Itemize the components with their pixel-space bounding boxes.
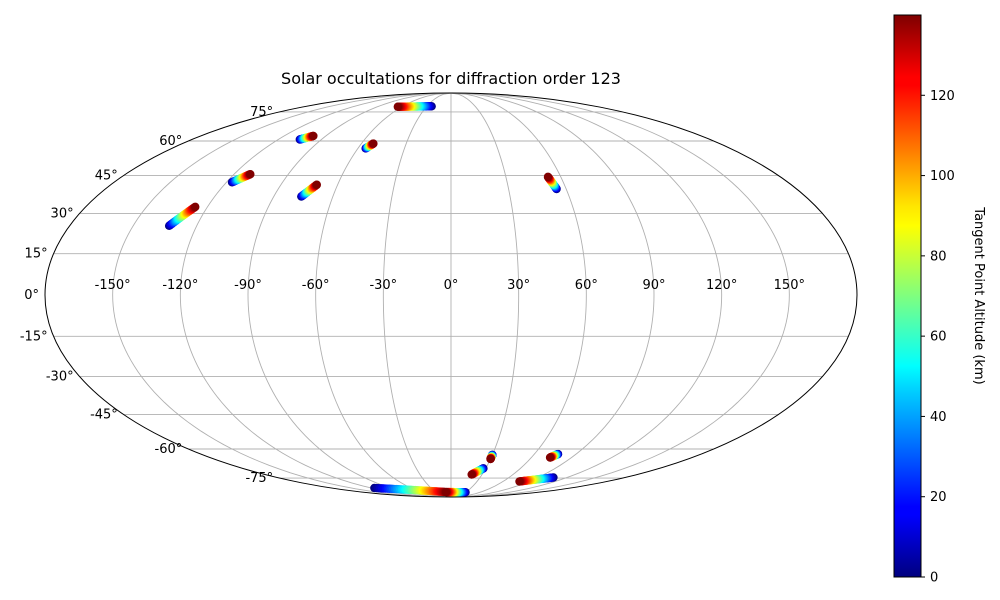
chart-title: Solar occultations for diffraction order…: [281, 69, 621, 88]
colorbar-tick-label: 100: [930, 169, 955, 184]
meridian-line: [315, 93, 452, 497]
data-point: [309, 131, 318, 141]
occultation-track: [227, 169, 255, 187]
colorbar-tick-label: 40: [930, 410, 947, 425]
occultation-track: [467, 464, 488, 479]
data-point: [545, 453, 555, 462]
meridian-line: [450, 93, 723, 497]
data-point: [441, 487, 451, 497]
data-point: [515, 477, 524, 486]
lat-tick-label: 15°: [25, 247, 48, 262]
lat-tick-label: 60°: [159, 134, 182, 149]
colorbar-tick-label: 60: [930, 330, 947, 345]
occultation-tracks: [164, 102, 563, 497]
occultation-track: [543, 172, 561, 194]
lat-tick-label: -75°: [245, 471, 273, 486]
lon-tick-label: 120°: [706, 278, 737, 293]
data-point: [467, 470, 476, 479]
meridian-line: [112, 93, 452, 497]
colorbar-tick-label: 120: [930, 89, 955, 104]
map-grid: [53, 93, 849, 497]
data-point: [543, 172, 553, 182]
lon-tick-label: 30°: [507, 278, 530, 293]
meridian-line: [382, 93, 452, 497]
lat-tick-label: -30°: [46, 370, 74, 385]
occultation-track: [295, 131, 318, 144]
occultation-track: [441, 487, 470, 497]
occultation-track: [515, 473, 558, 486]
occultation-track: [393, 102, 436, 111]
lon-tick-label: -60°: [302, 278, 330, 293]
colorbar-label: Tangent Point Altitude (km): [971, 206, 986, 384]
lat-tick-label: -15°: [20, 329, 48, 344]
data-point: [191, 202, 200, 212]
lat-tick-label: 30°: [51, 206, 74, 221]
colorbar-tick-label: 0: [930, 571, 938, 586]
latitude-tick-labels: -75° -60° -45° -30° -15° 0° 15° 30° 45° 60° 75°: [20, 105, 273, 486]
lat-tick-label: -60°: [155, 442, 183, 457]
data-point: [486, 454, 495, 464]
meridian-line: [179, 93, 452, 497]
lon-tick-label: 90°: [642, 278, 665, 293]
lon-tick-label: 150°: [774, 278, 805, 293]
lat-tick-label: 45°: [95, 168, 118, 183]
occultation-track: [370, 483, 451, 497]
colorbar-tick-label: 80: [930, 249, 947, 264]
lon-tick-label: -90°: [234, 278, 262, 293]
meridian-line: [450, 93, 520, 497]
occultation-track: [164, 202, 200, 231]
lon-tick-label: -30°: [369, 278, 397, 293]
lat-tick-label: 75°: [250, 105, 273, 120]
colorbar-gradient: [893, 14, 922, 578]
occultation-track: [361, 139, 378, 153]
data-point: [246, 169, 255, 179]
meridian-line: [450, 93, 790, 497]
colorbar-tick-label: 20: [930, 490, 947, 505]
lat-tick-label: -45°: [90, 408, 118, 423]
colorbar-ticks: 0 20 40 60 80 100 120: [921, 89, 955, 586]
map-boundary: [44, 92, 858, 498]
longitude-tick-labels: -150° -120° -90° -60° -30° 0° 30° 60° 90° 120° 150…: [95, 278, 805, 293]
lat-tick-label: 0°: [24, 288, 39, 303]
occultation-track: [297, 180, 322, 201]
data-point: [393, 102, 403, 111]
colorbar: 0 20 40 60 80 100 120 Tangent Point Altitude (…: [893, 14, 986, 586]
occultation-track: [545, 449, 563, 462]
lon-tick-label: -150°: [95, 278, 131, 293]
occultation-track: [486, 450, 497, 464]
data-point: [312, 180, 322, 189]
lon-tick-label: 0°: [444, 278, 459, 293]
meridian-line: [247, 93, 452, 497]
meridians: [112, 93, 790, 497]
lon-tick-label: 60°: [575, 278, 598, 293]
meridian-line: [450, 93, 655, 497]
lon-tick-label: -120°: [162, 278, 198, 293]
meridian-line: [450, 93, 587, 497]
data-point: [369, 139, 378, 148]
